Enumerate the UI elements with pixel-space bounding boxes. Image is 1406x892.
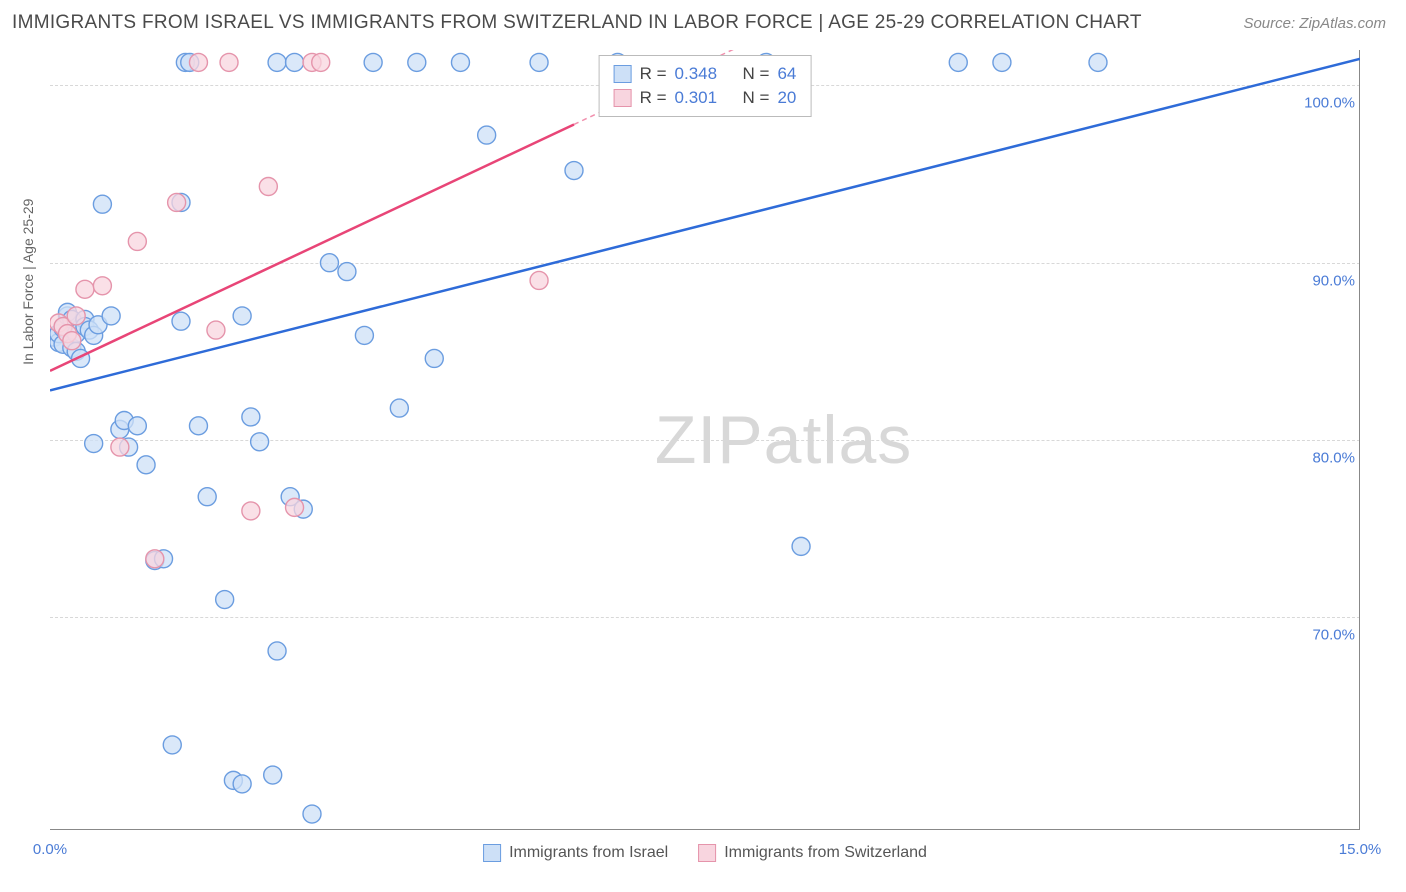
stats-row-1: R = 0.348 N = 64: [614, 62, 797, 86]
scatter-point: [478, 126, 496, 144]
scatter-point: [216, 591, 234, 609]
chart-title: IMMIGRANTS FROM ISRAEL VS IMMIGRANTS FRO…: [12, 12, 1142, 34]
scatter-point: [93, 277, 111, 295]
scatter-point: [128, 417, 146, 435]
scatter-point: [111, 438, 129, 456]
legend-item-1: Immigrants from Israel: [483, 844, 668, 862]
scatter-point: [85, 435, 103, 453]
scatter-point: [137, 456, 155, 474]
scatter-point: [76, 280, 94, 298]
scatter-point: [63, 332, 81, 350]
scatter-point: [364, 53, 382, 71]
stat-R-val-1: 0.348: [675, 64, 718, 84]
stats-box: R = 0.348 N = 64 R = 0.301 N = 20: [599, 55, 812, 117]
stats-row-2: R = 0.301 N = 20: [614, 86, 797, 110]
scatter-point: [408, 53, 426, 71]
plot-svg: [50, 50, 1360, 830]
legend-item-2: Immigrants from Switzerland: [698, 844, 927, 862]
scatter-point: [286, 53, 304, 71]
stat-R-label: R =: [640, 64, 667, 84]
bottom-legend: Immigrants from Israel Immigrants from S…: [483, 844, 927, 862]
y-axis-label: In Labor Force | Age 25-29: [20, 199, 36, 365]
scatter-point: [286, 498, 304, 516]
stat-R-val-2: 0.301: [675, 88, 718, 108]
stat-N-label: N =: [743, 64, 770, 84]
scatter-point: [146, 550, 164, 568]
stat-N-val-1: 64: [777, 64, 796, 84]
scatter-point: [792, 537, 810, 555]
swatch-series-2: [614, 89, 632, 107]
scatter-point: [320, 254, 338, 272]
legend-swatch-1: [483, 844, 501, 862]
scatter-point: [303, 805, 321, 823]
swatch-series-1: [614, 65, 632, 83]
scatter-point: [67, 307, 85, 325]
scatter-point: [451, 53, 469, 71]
scatter-point: [93, 195, 111, 213]
scatter-point: [993, 53, 1011, 71]
x-tick-label: 15.0%: [1339, 841, 1382, 858]
scatter-point: [312, 53, 330, 71]
scatter-point: [1089, 53, 1107, 71]
scatter-point: [268, 642, 286, 660]
scatter-point: [220, 53, 238, 71]
scatter-point: [189, 53, 207, 71]
scatter-point: [102, 307, 120, 325]
scatter-point: [233, 307, 251, 325]
scatter-point: [242, 502, 260, 520]
scatter-point: [390, 399, 408, 417]
scatter-point: [565, 162, 583, 180]
scatter-point: [207, 321, 225, 339]
scatter-point: [172, 312, 190, 330]
chart-header: IMMIGRANTS FROM ISRAEL VS IMMIGRANTS FRO…: [0, 0, 1406, 42]
scatter-point: [198, 488, 216, 506]
scatter-point: [338, 263, 356, 281]
stat-N-val-2: 20: [777, 88, 796, 108]
scatter-point: [251, 433, 269, 451]
stat-R-label-2: R =: [640, 88, 667, 108]
legend-label-1: Immigrants from Israel: [509, 844, 668, 862]
legend-label-2: Immigrants from Switzerland: [724, 844, 927, 862]
scatter-point: [128, 232, 146, 250]
scatter-point: [949, 53, 967, 71]
scatter-point: [163, 736, 181, 754]
scatter-point: [259, 178, 277, 196]
scatter-point: [268, 53, 286, 71]
legend-swatch-2: [698, 844, 716, 862]
source-label: Source: ZipAtlas.com: [1243, 15, 1386, 32]
scatter-point: [355, 326, 373, 344]
x-tick-label: 0.0%: [33, 841, 67, 858]
scatter-point: [425, 349, 443, 367]
scatter-point: [242, 408, 260, 426]
scatter-point: [530, 271, 548, 289]
trend-line: [50, 124, 574, 370]
scatter-point: [264, 766, 282, 784]
stat-N-label-2: N =: [743, 88, 770, 108]
scatter-point: [530, 53, 548, 71]
chart-container: In Labor Force | Age 25-29 70.0%80.0%90.…: [50, 50, 1360, 830]
scatter-point: [168, 193, 186, 211]
scatter-point: [233, 775, 251, 793]
scatter-point: [189, 417, 207, 435]
